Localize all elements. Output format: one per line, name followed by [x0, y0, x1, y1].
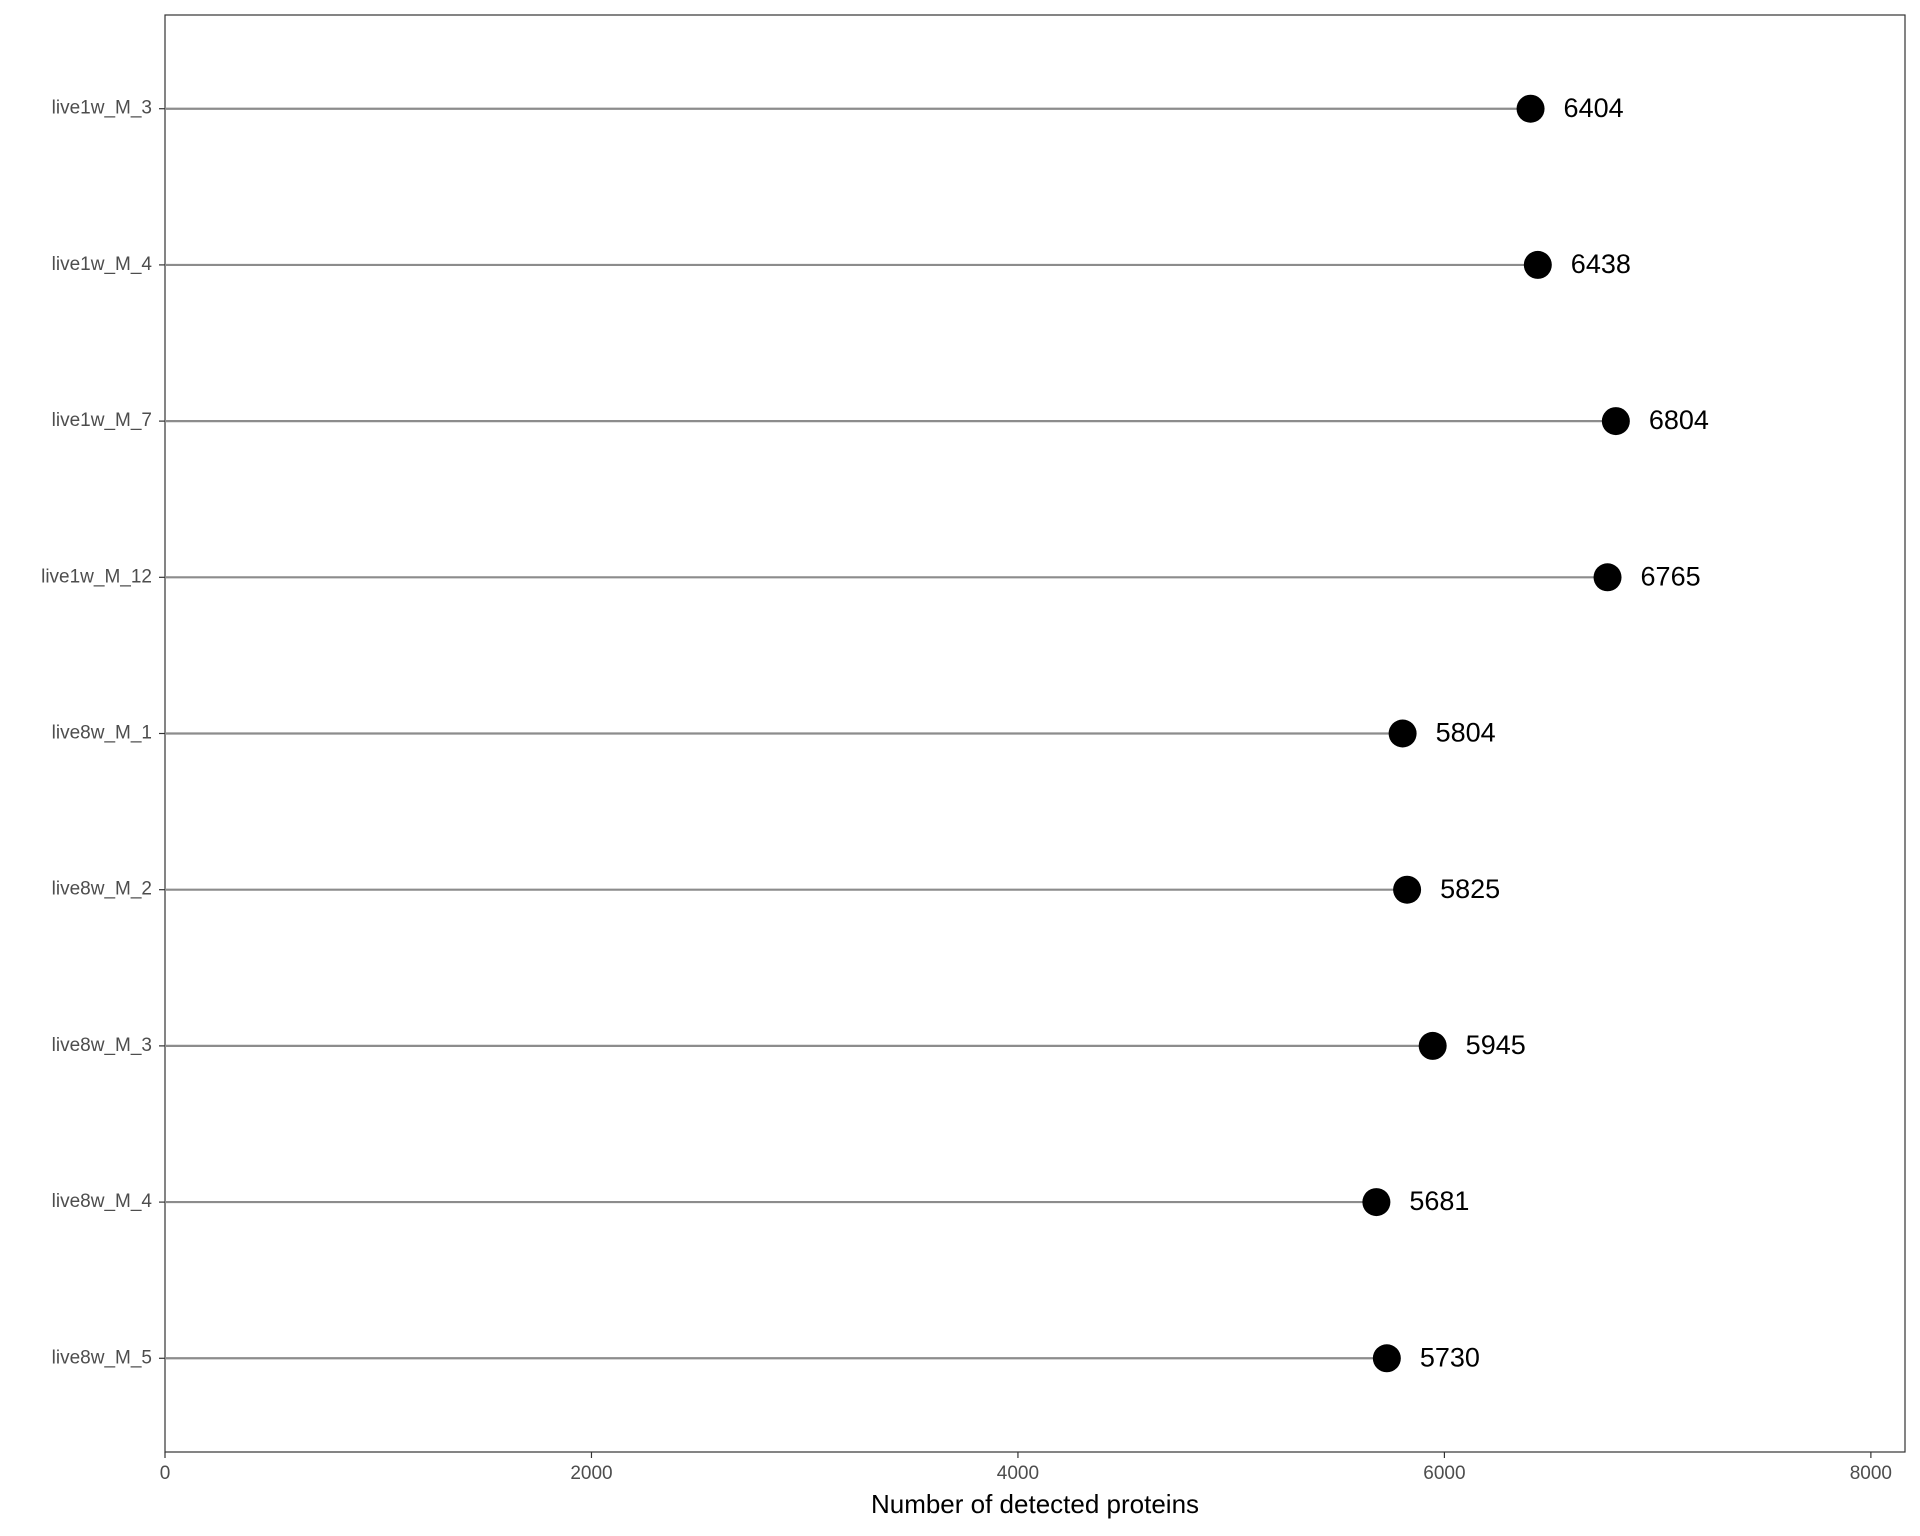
value-label: 6765	[1641, 561, 1701, 591]
value-label: 5730	[1420, 1342, 1480, 1372]
y-tick-label: live1w_M_3	[52, 98, 152, 119]
point	[1593, 563, 1622, 592]
point	[1362, 1188, 1391, 1217]
y-tick-label: live1w_M_7	[52, 410, 152, 431]
value-label: 5825	[1440, 874, 1500, 904]
y-tick-label: live8w_M_3	[52, 1035, 152, 1056]
value-label: 5681	[1409, 1186, 1469, 1216]
y-tick-label: live8w_M_2	[52, 879, 152, 900]
y-tick-label: live8w_M_1	[52, 723, 152, 744]
value-label: 5945	[1466, 1030, 1526, 1060]
point	[1393, 875, 1422, 904]
x-tick-label: 2000	[570, 1463, 612, 1484]
value-label: 5804	[1436, 718, 1496, 748]
x-axis-title: Number of detected proteins	[871, 1489, 1199, 1519]
x-tick-label: 6000	[1423, 1463, 1465, 1484]
y-tick-label: live1w_M_4	[52, 254, 153, 275]
y-tick-label: live8w_M_5	[52, 1347, 152, 1368]
point	[1601, 407, 1630, 436]
value-label: 6438	[1571, 249, 1631, 279]
point	[1418, 1031, 1447, 1060]
value-label: 6804	[1649, 405, 1709, 435]
point	[1516, 94, 1545, 123]
point	[1372, 1344, 1401, 1373]
point	[1388, 719, 1417, 748]
x-tick-label: 4000	[997, 1463, 1039, 1484]
x-tick-label: 0	[160, 1463, 171, 1484]
y-tick-label: live1w_M_12	[41, 566, 152, 587]
x-tick-label: 8000	[1850, 1463, 1892, 1484]
y-tick-label: live8w_M_4	[52, 1191, 153, 1212]
point	[1523, 250, 1552, 279]
value-label: 6404	[1564, 93, 1624, 123]
